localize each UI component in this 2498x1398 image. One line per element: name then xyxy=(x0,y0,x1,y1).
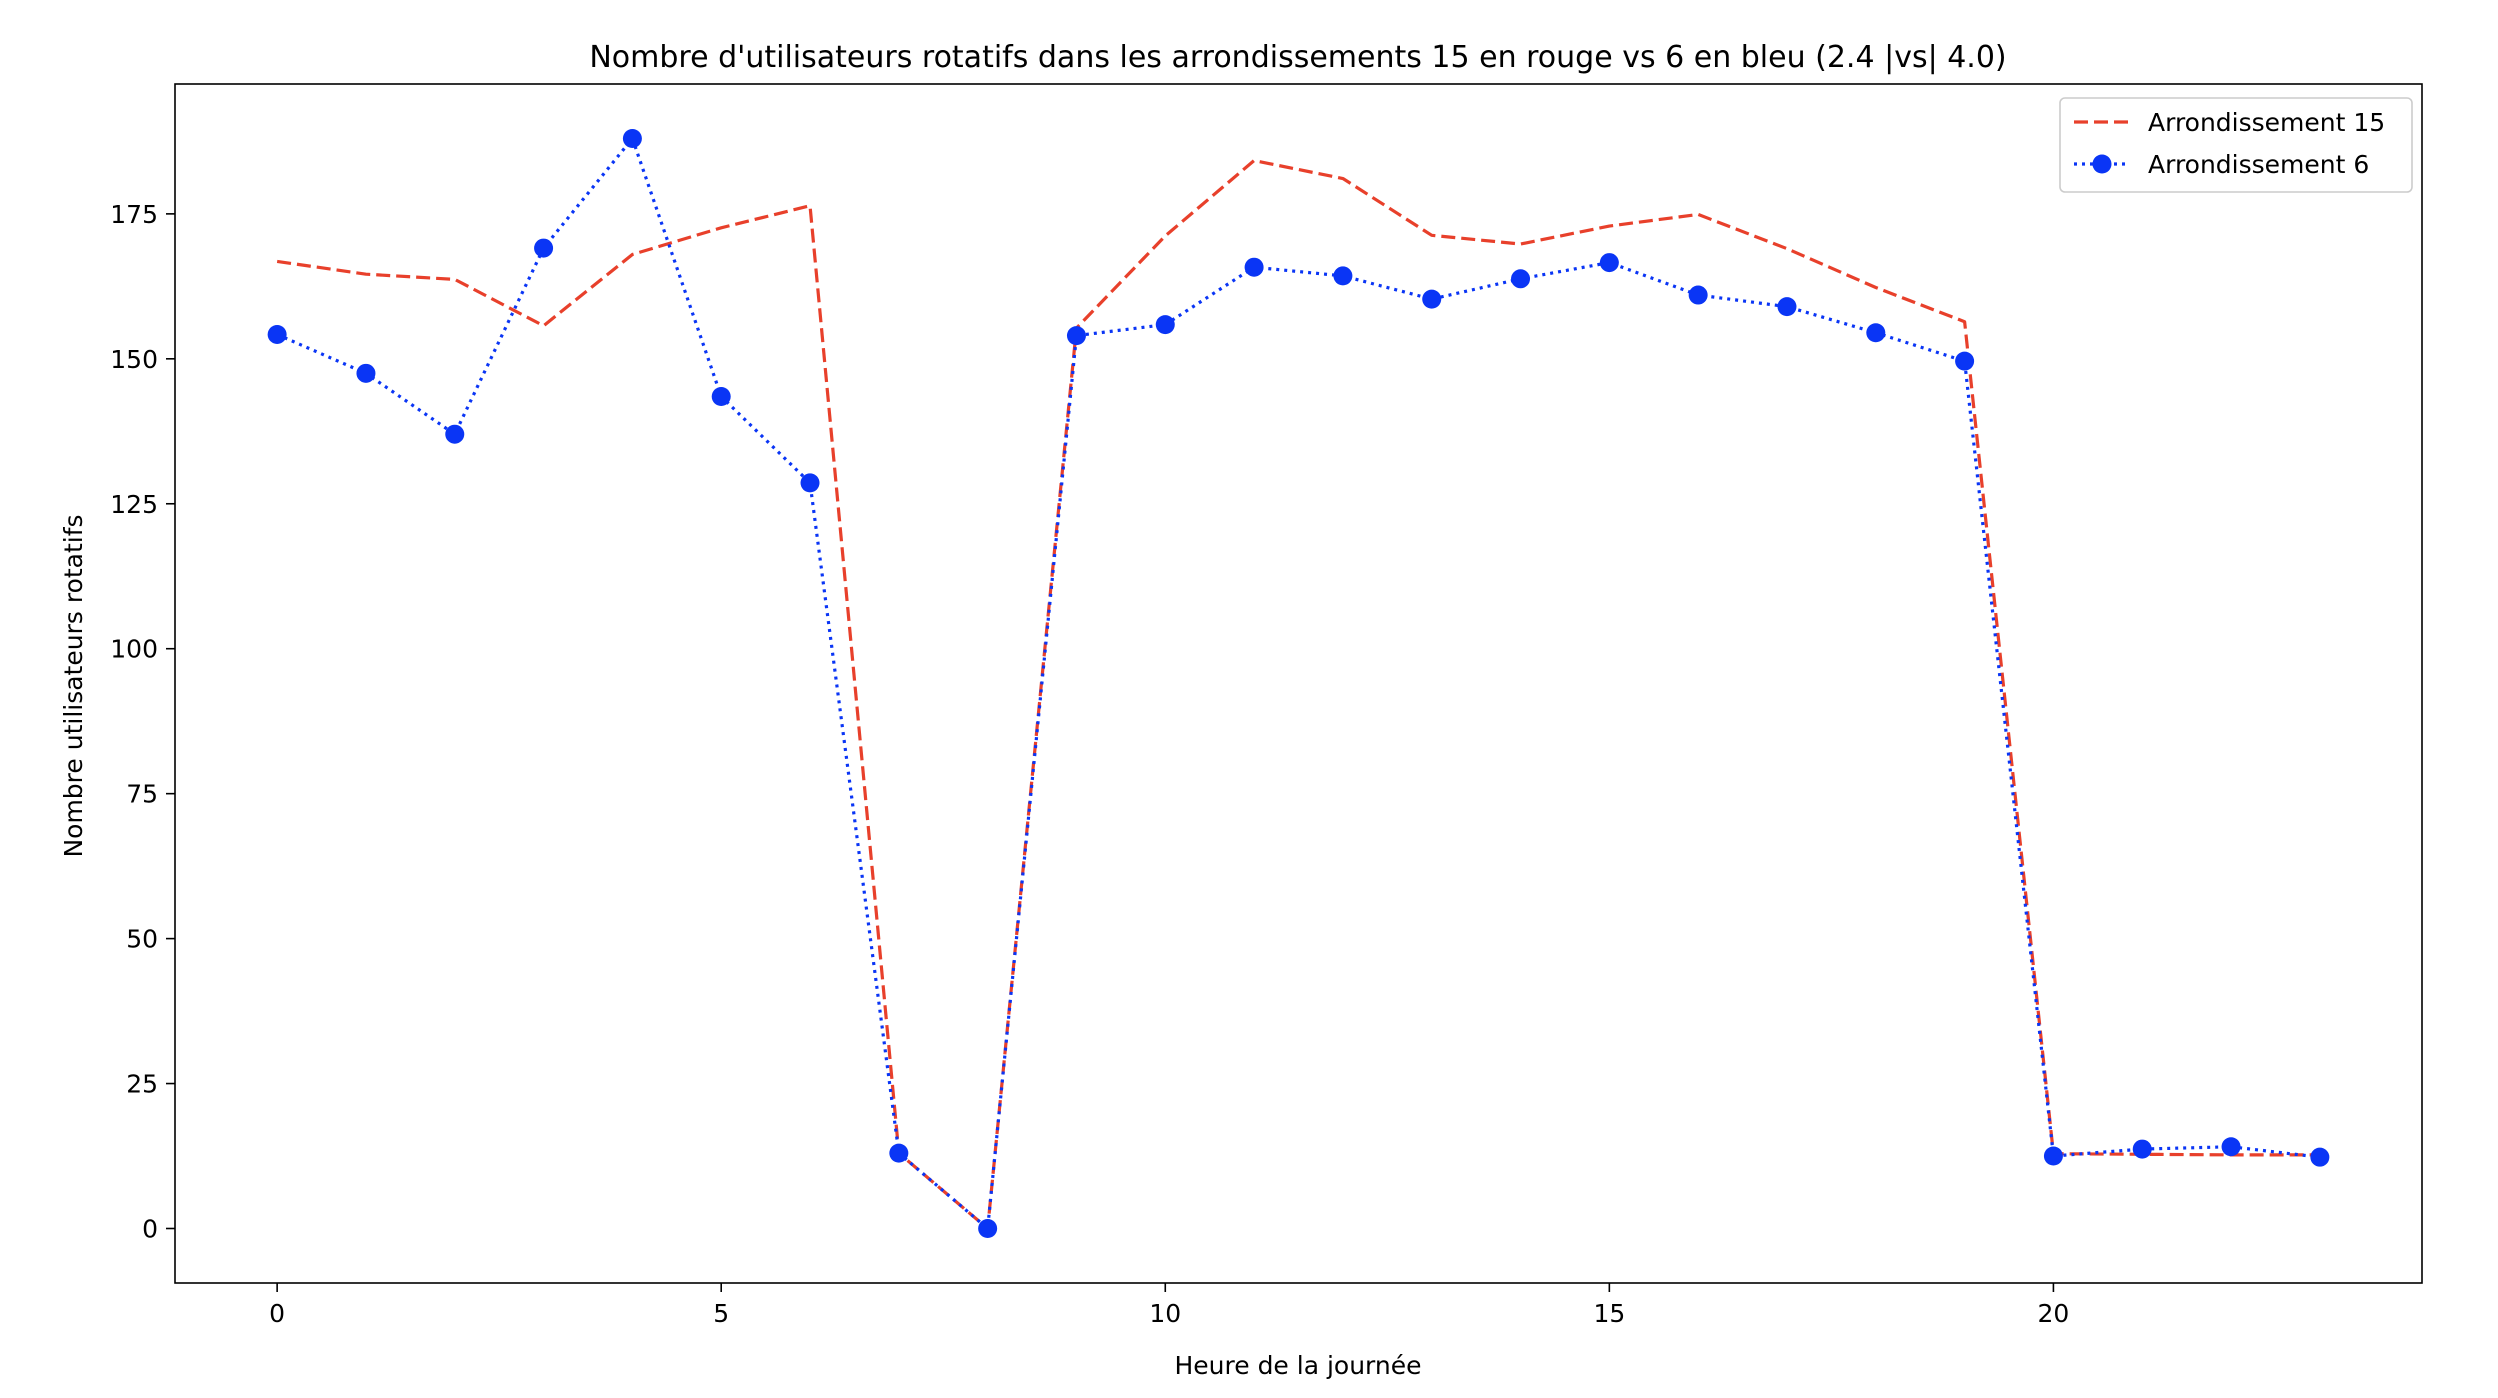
axes-frame xyxy=(174,83,2423,1284)
x-axis-label: Heure de la journée xyxy=(1174,1351,1421,1380)
series-2-point xyxy=(267,324,287,344)
series-2-point xyxy=(445,424,465,444)
series-2-point xyxy=(1155,315,1175,335)
series-2-point xyxy=(978,1219,998,1238)
series-2-point xyxy=(2043,1146,2063,1166)
series-2-point xyxy=(534,238,554,258)
series-1-line xyxy=(276,158,2320,1231)
x-tick-label: 0 xyxy=(269,1299,285,1328)
series-2-point xyxy=(711,387,731,407)
y-tick-label: 175 xyxy=(110,200,158,229)
series-2-point xyxy=(1333,266,1353,286)
chart-title: Nombre d'utilisateurs rotatifs dans les … xyxy=(589,40,2006,75)
series-2-point xyxy=(1866,323,1886,343)
series-2-line xyxy=(276,136,2321,1231)
series-2-point xyxy=(2221,1137,2241,1157)
series-2-point xyxy=(1511,269,1531,289)
legend: Arrondissement 15 Arrondissement 6 xyxy=(2059,97,2413,193)
series-2-point xyxy=(1244,257,1264,277)
y-tick-label: 75 xyxy=(126,780,158,809)
plot-area: 0 5 10 15 20 0 25 50 75 100 125 150 175 xyxy=(110,83,2423,1328)
y-tick-label: 100 xyxy=(110,635,158,664)
y-axis-label: Nombre utilisateurs rotatifs xyxy=(59,514,88,857)
series-2-point xyxy=(800,473,820,493)
legend-label: Arrondissement 6 xyxy=(2148,150,2369,179)
x-tick-label: 15 xyxy=(1593,1299,1625,1328)
legend-label: Arrondissement 15 xyxy=(2148,108,2385,137)
y-tick-label: 125 xyxy=(110,490,158,519)
series-2-point xyxy=(1688,285,1708,305)
series-2-point xyxy=(1777,297,1797,317)
series-2-point xyxy=(1422,289,1442,309)
series-2-point xyxy=(1955,351,1975,371)
series-2-point xyxy=(2132,1139,2152,1159)
series-2-point xyxy=(356,363,376,383)
legend-box xyxy=(2059,97,2413,193)
legend-swatch-marker xyxy=(2092,154,2112,174)
x-tick-label: 20 xyxy=(2038,1299,2070,1328)
series-2-point xyxy=(2310,1147,2330,1167)
series-2-point xyxy=(1599,253,1619,273)
y-tick-label: 150 xyxy=(110,345,158,374)
y-tick-label: 50 xyxy=(126,925,158,954)
series-2-point xyxy=(622,129,642,148)
y-tick-label: 0 xyxy=(142,1215,158,1244)
series-2-point xyxy=(1066,326,1086,346)
x-tick-label: 5 xyxy=(713,1299,729,1328)
series-2-point xyxy=(889,1143,909,1163)
x-tick-label: 10 xyxy=(1149,1299,1181,1328)
y-tick-label: 25 xyxy=(126,1070,158,1099)
